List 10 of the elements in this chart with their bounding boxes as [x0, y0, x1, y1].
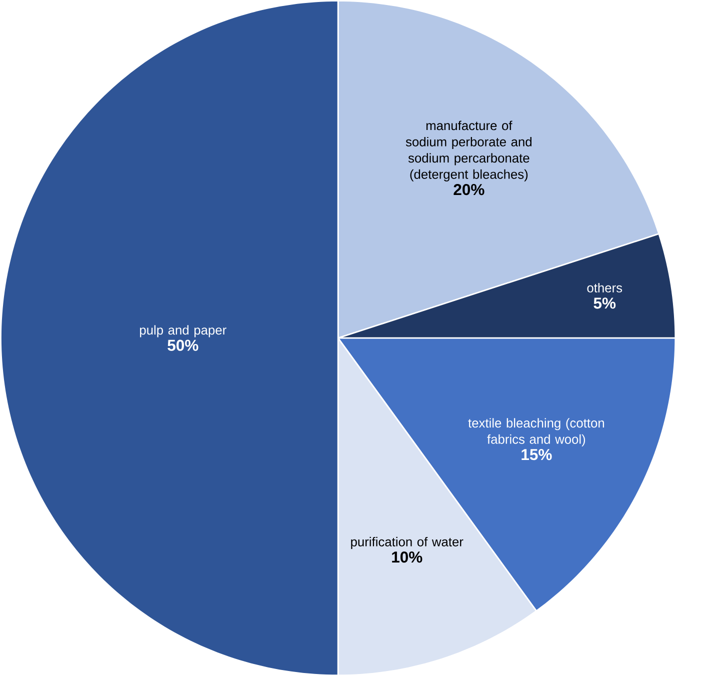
- slice-label: manufacture of sodium perborate and sodium percarbonate (detergent bleaches): [406, 120, 532, 182]
- slice-label: purification of water: [351, 536, 464, 549]
- data-label: 20%: [454, 184, 484, 196]
- data-label: 15%: [522, 448, 552, 460]
- slice-label: others: [587, 282, 622, 292]
- data-label: 5%: [594, 298, 616, 309]
- data-label: 10%: [392, 551, 422, 563]
- slice-label: pulp and paper: [140, 325, 226, 338]
- slice-label: textile bleaching (cotton fabrics and wool): [468, 418, 604, 446]
- data-label: 50%: [168, 340, 198, 351]
